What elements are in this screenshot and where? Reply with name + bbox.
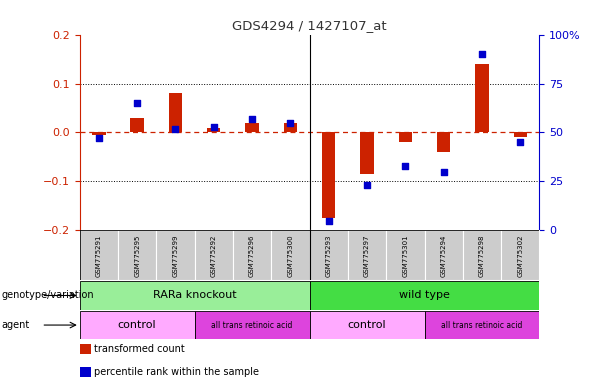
Bar: [310, 230, 348, 280]
Point: [94, 135, 104, 141]
Text: genotype/variation: genotype/variation: [1, 290, 94, 301]
Point: [400, 163, 410, 169]
Text: GSM775293: GSM775293: [326, 234, 332, 276]
Text: control: control: [118, 320, 156, 330]
Point: [477, 51, 487, 57]
Bar: [118, 230, 156, 280]
Bar: [80, 230, 118, 280]
Bar: [437, 132, 451, 152]
Text: percentile rank within the sample: percentile rank within the sample: [94, 367, 259, 377]
Bar: [245, 123, 259, 132]
Text: RARa knockout: RARa knockout: [153, 290, 237, 301]
Text: GSM775301: GSM775301: [402, 234, 408, 277]
Point: [362, 182, 372, 189]
Bar: [424, 311, 539, 339]
Bar: [195, 311, 310, 339]
Text: GSM775291: GSM775291: [96, 234, 102, 276]
Bar: [386, 230, 424, 280]
Point: [209, 124, 219, 130]
Bar: [195, 230, 233, 280]
Text: transformed count: transformed count: [94, 344, 185, 354]
Bar: [348, 230, 386, 280]
Point: [247, 116, 257, 122]
Text: all trans retinoic acid: all trans retinoic acid: [441, 321, 523, 329]
Text: wild type: wild type: [399, 290, 450, 301]
Bar: [322, 132, 335, 218]
Bar: [80, 281, 310, 310]
Text: GSM775302: GSM775302: [517, 234, 524, 276]
Bar: [271, 230, 310, 280]
Point: [324, 217, 333, 223]
Point: [132, 100, 142, 106]
Text: GSM775299: GSM775299: [172, 234, 178, 276]
Text: GSM775296: GSM775296: [249, 234, 255, 276]
Point: [170, 126, 180, 132]
Bar: [233, 230, 271, 280]
Bar: [424, 230, 463, 280]
Text: all trans retinoic acid: all trans retinoic acid: [211, 321, 293, 329]
Text: GSM775292: GSM775292: [211, 234, 217, 276]
Text: GSM775297: GSM775297: [364, 234, 370, 276]
Bar: [360, 132, 374, 174]
Bar: [156, 230, 195, 280]
Bar: [398, 132, 412, 142]
Bar: [80, 311, 195, 339]
Bar: [92, 132, 105, 135]
Bar: [501, 230, 539, 280]
Bar: [207, 127, 221, 132]
Text: agent: agent: [1, 320, 29, 330]
Bar: [310, 311, 424, 339]
Text: control: control: [348, 320, 386, 330]
Text: GSM775300: GSM775300: [287, 234, 294, 277]
Point: [286, 120, 295, 126]
Text: GSM775295: GSM775295: [134, 234, 140, 276]
Bar: [284, 123, 297, 132]
Bar: [463, 230, 501, 280]
Bar: [131, 118, 144, 132]
Title: GDS4294 / 1427107_at: GDS4294 / 1427107_at: [232, 19, 387, 32]
Point: [516, 139, 525, 146]
Bar: [169, 93, 182, 132]
Bar: [475, 64, 489, 132]
Text: GSM775294: GSM775294: [441, 234, 447, 276]
Bar: [310, 281, 539, 310]
Text: GSM775298: GSM775298: [479, 234, 485, 276]
Bar: [514, 132, 527, 137]
Point: [439, 169, 449, 175]
